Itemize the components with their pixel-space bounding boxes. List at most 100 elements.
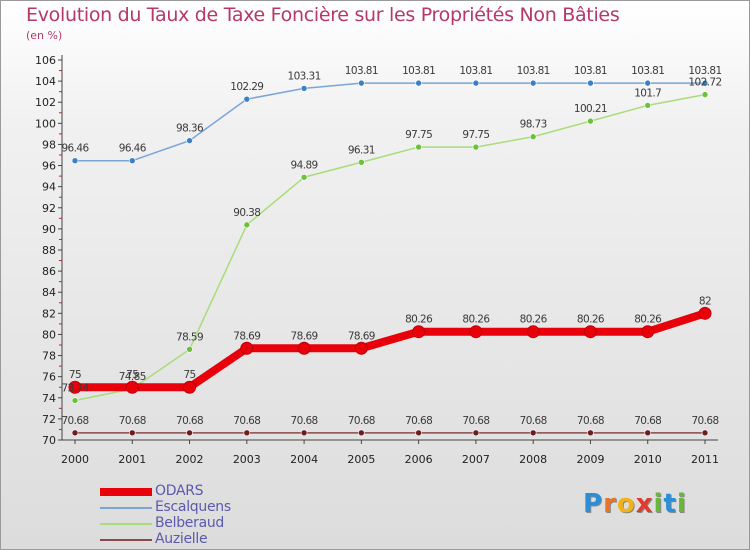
data-label: 100.21 — [574, 103, 607, 115]
data-point — [644, 102, 652, 109]
logo-letter: t — [663, 489, 677, 519]
data-point — [412, 325, 426, 339]
data-label: 75 — [183, 369, 195, 381]
data-label: 82 — [699, 295, 711, 307]
data-point — [240, 341, 254, 355]
data-point — [587, 79, 594, 87]
x-tick-label: 2010 — [634, 453, 662, 466]
data-label: 70.68 — [520, 415, 547, 427]
data-label: 96.31 — [348, 144, 375, 156]
y-tick-label: 94 — [42, 181, 56, 194]
data-point — [701, 429, 709, 437]
y-tick-label: 90 — [42, 223, 56, 236]
data-label: 70.68 — [348, 415, 375, 427]
data-point — [71, 157, 79, 164]
legend-label-auzielle: Auzielle — [155, 531, 208, 547]
proxiti-logo: Proxiti — [583, 489, 687, 519]
x-tick-label: 2008 — [519, 453, 547, 466]
data-point — [358, 158, 365, 166]
data-label: 96.46 — [61, 143, 89, 155]
data-point — [583, 325, 597, 339]
logo-letter: o — [616, 489, 636, 519]
data-label: 103.81 — [402, 65, 435, 77]
data-point — [587, 429, 594, 437]
data-label: 102.29 — [230, 81, 263, 93]
data-label: 97.75 — [462, 129, 489, 141]
data-point — [415, 143, 422, 151]
data-label: 102.72 — [688, 77, 721, 89]
y-tick-label: 102 — [35, 96, 56, 109]
data-label: 70.68 — [462, 415, 489, 427]
x-tick-label: 2005 — [347, 453, 375, 466]
y-tick-label: 96 — [42, 160, 56, 173]
data-point — [186, 137, 193, 144]
data-point — [128, 429, 136, 437]
data-point — [128, 157, 136, 164]
data-point — [358, 429, 365, 437]
data-point — [68, 380, 82, 394]
data-point — [644, 79, 652, 87]
data-label: 101.7 — [634, 87, 661, 99]
data-point — [125, 380, 139, 394]
data-point — [644, 429, 652, 437]
data-label: 70.68 — [577, 415, 604, 427]
y-tick-label: 88 — [42, 244, 56, 257]
y-tick-label: 76 — [42, 371, 56, 384]
y-tick-label: 84 — [42, 286, 56, 299]
data-label: 70.68 — [291, 415, 318, 427]
data-label: 98.36 — [176, 123, 204, 135]
y-tick-label: 98 — [42, 138, 56, 151]
data-label: 78.69 — [291, 330, 318, 342]
data-point — [472, 429, 480, 437]
data-label: 103.81 — [345, 65, 378, 77]
y-tick-label: 82 — [42, 307, 56, 320]
data-label: 103.81 — [574, 65, 607, 77]
y-tick-label: 80 — [42, 328, 56, 341]
logo-letter: i — [653, 489, 664, 519]
data-label: 75 — [126, 369, 138, 381]
chart-title: Evolution du Taux de Taxe Foncière sur l… — [26, 4, 620, 26]
data-label: 70.68 — [233, 415, 260, 427]
data-label: 96.46 — [119, 143, 147, 155]
data-label: 80.26 — [634, 314, 662, 326]
data-label: 78.69 — [233, 330, 260, 342]
axes: 70 72 74 76 78 80 82 84 86 88 90 92 94 96 98 100 102 104 1… — [35, 54, 719, 466]
data-point — [183, 380, 197, 394]
series-line-belberaud — [74, 93, 706, 402]
data-point — [415, 429, 422, 437]
data-point — [300, 85, 308, 92]
data-label: 80.26 — [462, 314, 490, 326]
data-label: 80.26 — [405, 314, 433, 326]
data-point — [701, 91, 709, 98]
data-point — [529, 133, 537, 141]
data-point — [469, 325, 483, 339]
y-tick-label: 100 — [35, 117, 56, 130]
data-label: 70.68 — [634, 415, 661, 427]
data-label: 70.68 — [61, 415, 88, 427]
x-tick-label: 2001 — [118, 453, 146, 466]
legend-swatch-escalquens — [100, 507, 152, 509]
y-tick-label: 86 — [42, 265, 56, 278]
y-tick-label: 70 — [42, 434, 56, 447]
legend-swatch-odars — [100, 488, 152, 496]
data-point — [472, 143, 480, 151]
legend-label-odars: ODARS — [155, 483, 204, 499]
data-point — [71, 397, 79, 404]
y-tick-label: 92 — [42, 202, 56, 215]
data-point — [243, 221, 251, 229]
x-tick-label: 2003 — [233, 453, 261, 466]
logo-letter: x — [635, 489, 654, 519]
data-point — [415, 79, 422, 87]
x-tick-label: 2000 — [61, 453, 89, 466]
data-point — [526, 325, 540, 339]
x-tick-label: 2002 — [176, 453, 204, 466]
data-point — [300, 429, 308, 437]
chart-subtitle: (en %) — [26, 29, 63, 42]
x-tick-label: 2011 — [691, 453, 719, 466]
data-point — [186, 346, 193, 353]
data-label: 103.81 — [688, 65, 721, 77]
logo-letter: r — [603, 489, 617, 519]
data-label: 75 — [69, 369, 81, 381]
series-layer — [68, 79, 712, 437]
